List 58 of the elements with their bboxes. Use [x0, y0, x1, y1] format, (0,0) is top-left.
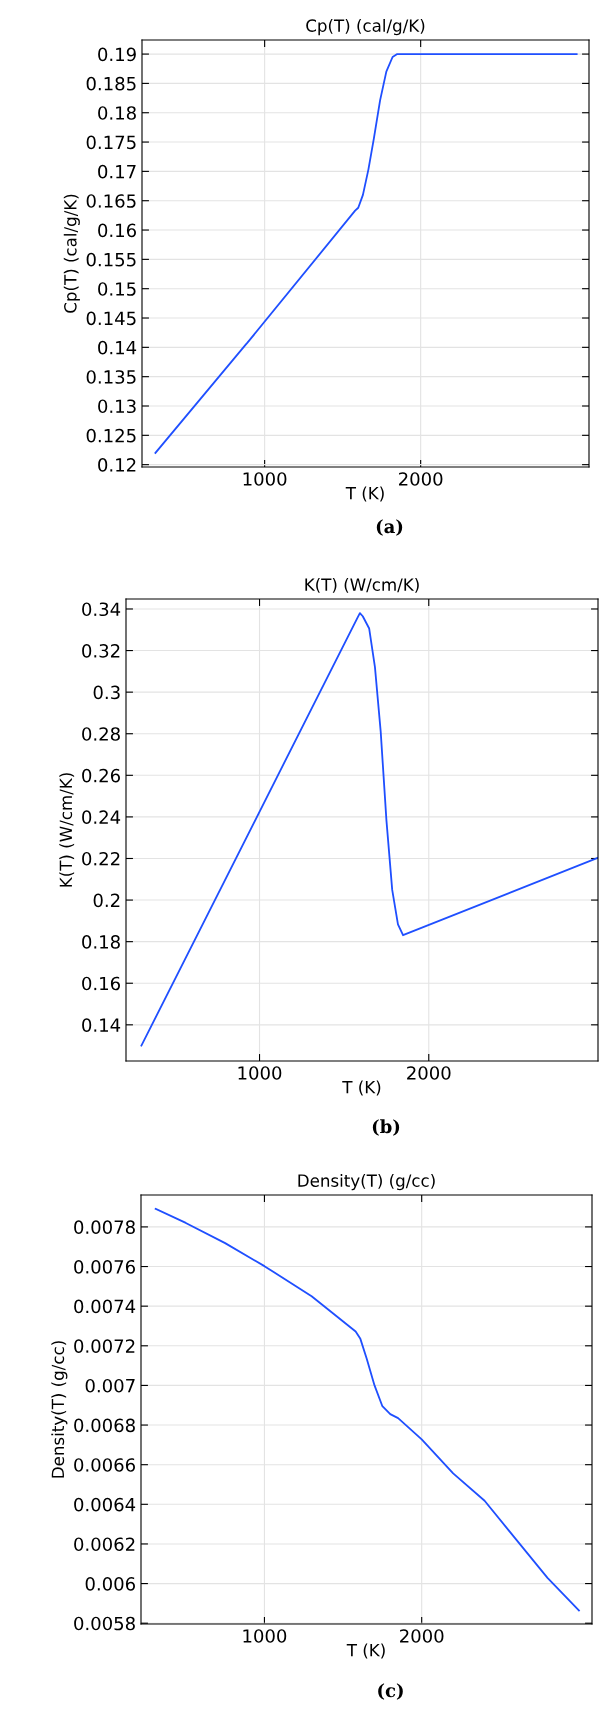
y-tick-label: 0.145 — [86, 311, 136, 326]
y-tick-label: 0.17 — [98, 164, 136, 179]
y-axis-title: K(T) (W/cm/K) — [59, 773, 75, 887]
x-axis-title: T (K) — [345, 486, 384, 502]
chart-title: Density(T) (g/cc) — [298, 1174, 435, 1191]
y-tick-label: 0.2 — [93, 893, 120, 908]
line-series — [154, 53, 578, 454]
x-tick-label: 2000 — [400, 1629, 444, 1643]
y-tick-label: 0.0066 — [74, 1458, 135, 1472]
y-tick-label: 0.175 — [86, 135, 136, 150]
y-tick-label: 0.32 — [82, 644, 120, 658]
x-tick-label: 2000 — [399, 472, 443, 486]
y-tick-label: 0.0064 — [74, 1497, 136, 1512]
y-tick-label: 0.0076 — [74, 1259, 135, 1274]
y-tick-label: 0.0058 — [74, 1616, 135, 1631]
text: (a) — [376, 519, 403, 536]
x-axis-title: T (K) — [342, 1080, 381, 1096]
line-series — [154, 1207, 580, 1612]
x-tick-label: 1000 — [243, 1629, 287, 1643]
x-tick-label: 1000 — [243, 472, 287, 486]
x-tick-label: 1000 — [238, 1066, 282, 1080]
y-tick-label: 0.19 — [98, 47, 136, 62]
y-tick-label: 0.13 — [98, 399, 136, 414]
y-axis-title: Cp(T) (cal/g/K) — [63, 194, 80, 313]
y-tick-label: 0.185 — [86, 76, 136, 91]
y-tick-label: 0.28 — [82, 727, 120, 741]
y-tick-label: 0.12 — [98, 458, 136, 472]
y-tick-label: 0.0078 — [74, 1220, 135, 1235]
chart-title: Cp(T) (cal/g/K) — [306, 19, 425, 36]
y-tick-label: 0.0062 — [74, 1537, 135, 1552]
y-tick-label: 0.26 — [82, 768, 120, 783]
y-tick-label: 0.007 — [85, 1378, 135, 1393]
y-tick-label: 0.165 — [86, 194, 136, 208]
y-tick-label: 0.16 — [82, 976, 120, 991]
y-tick-label: 0.34 — [82, 602, 121, 617]
x-tick-label: 2000 — [407, 1066, 451, 1080]
y-tick-label: 0.16 — [98, 223, 136, 238]
y-tick-label: 0.155 — [86, 252, 136, 267]
y-tick-label: 0.15 — [98, 282, 136, 296]
y-tick-label: 0.3 — [93, 685, 120, 700]
y-axis-title: Density(T) (g/cc) — [51, 1341, 68, 1478]
y-tick-label: 0.006 — [85, 1577, 135, 1591]
y-tick-label: 0.24 — [82, 810, 121, 825]
text: (b) — [372, 1119, 400, 1136]
y-tick-label: 0.0068 — [74, 1418, 135, 1433]
y-tick-label: 0.0074 — [74, 1299, 136, 1314]
chart-title: K(T) (W/cm/K) — [305, 578, 419, 593]
y-tick-label: 0.135 — [86, 370, 136, 384]
text: (c) — [378, 1683, 403, 1700]
y-tick-label: 0.22 — [82, 851, 120, 866]
line-series — [140, 612, 598, 1047]
y-tick-label: 0.18 — [82, 935, 120, 949]
y-tick-label: 0.14 — [98, 340, 137, 355]
x-axis-title: T (K) — [346, 1643, 385, 1659]
y-tick-label: 0.14 — [82, 1018, 121, 1032]
y-tick-label: 0.125 — [86, 428, 136, 443]
y-tick-label: 0.18 — [98, 106, 136, 120]
y-tick-label: 0.0072 — [74, 1339, 135, 1353]
